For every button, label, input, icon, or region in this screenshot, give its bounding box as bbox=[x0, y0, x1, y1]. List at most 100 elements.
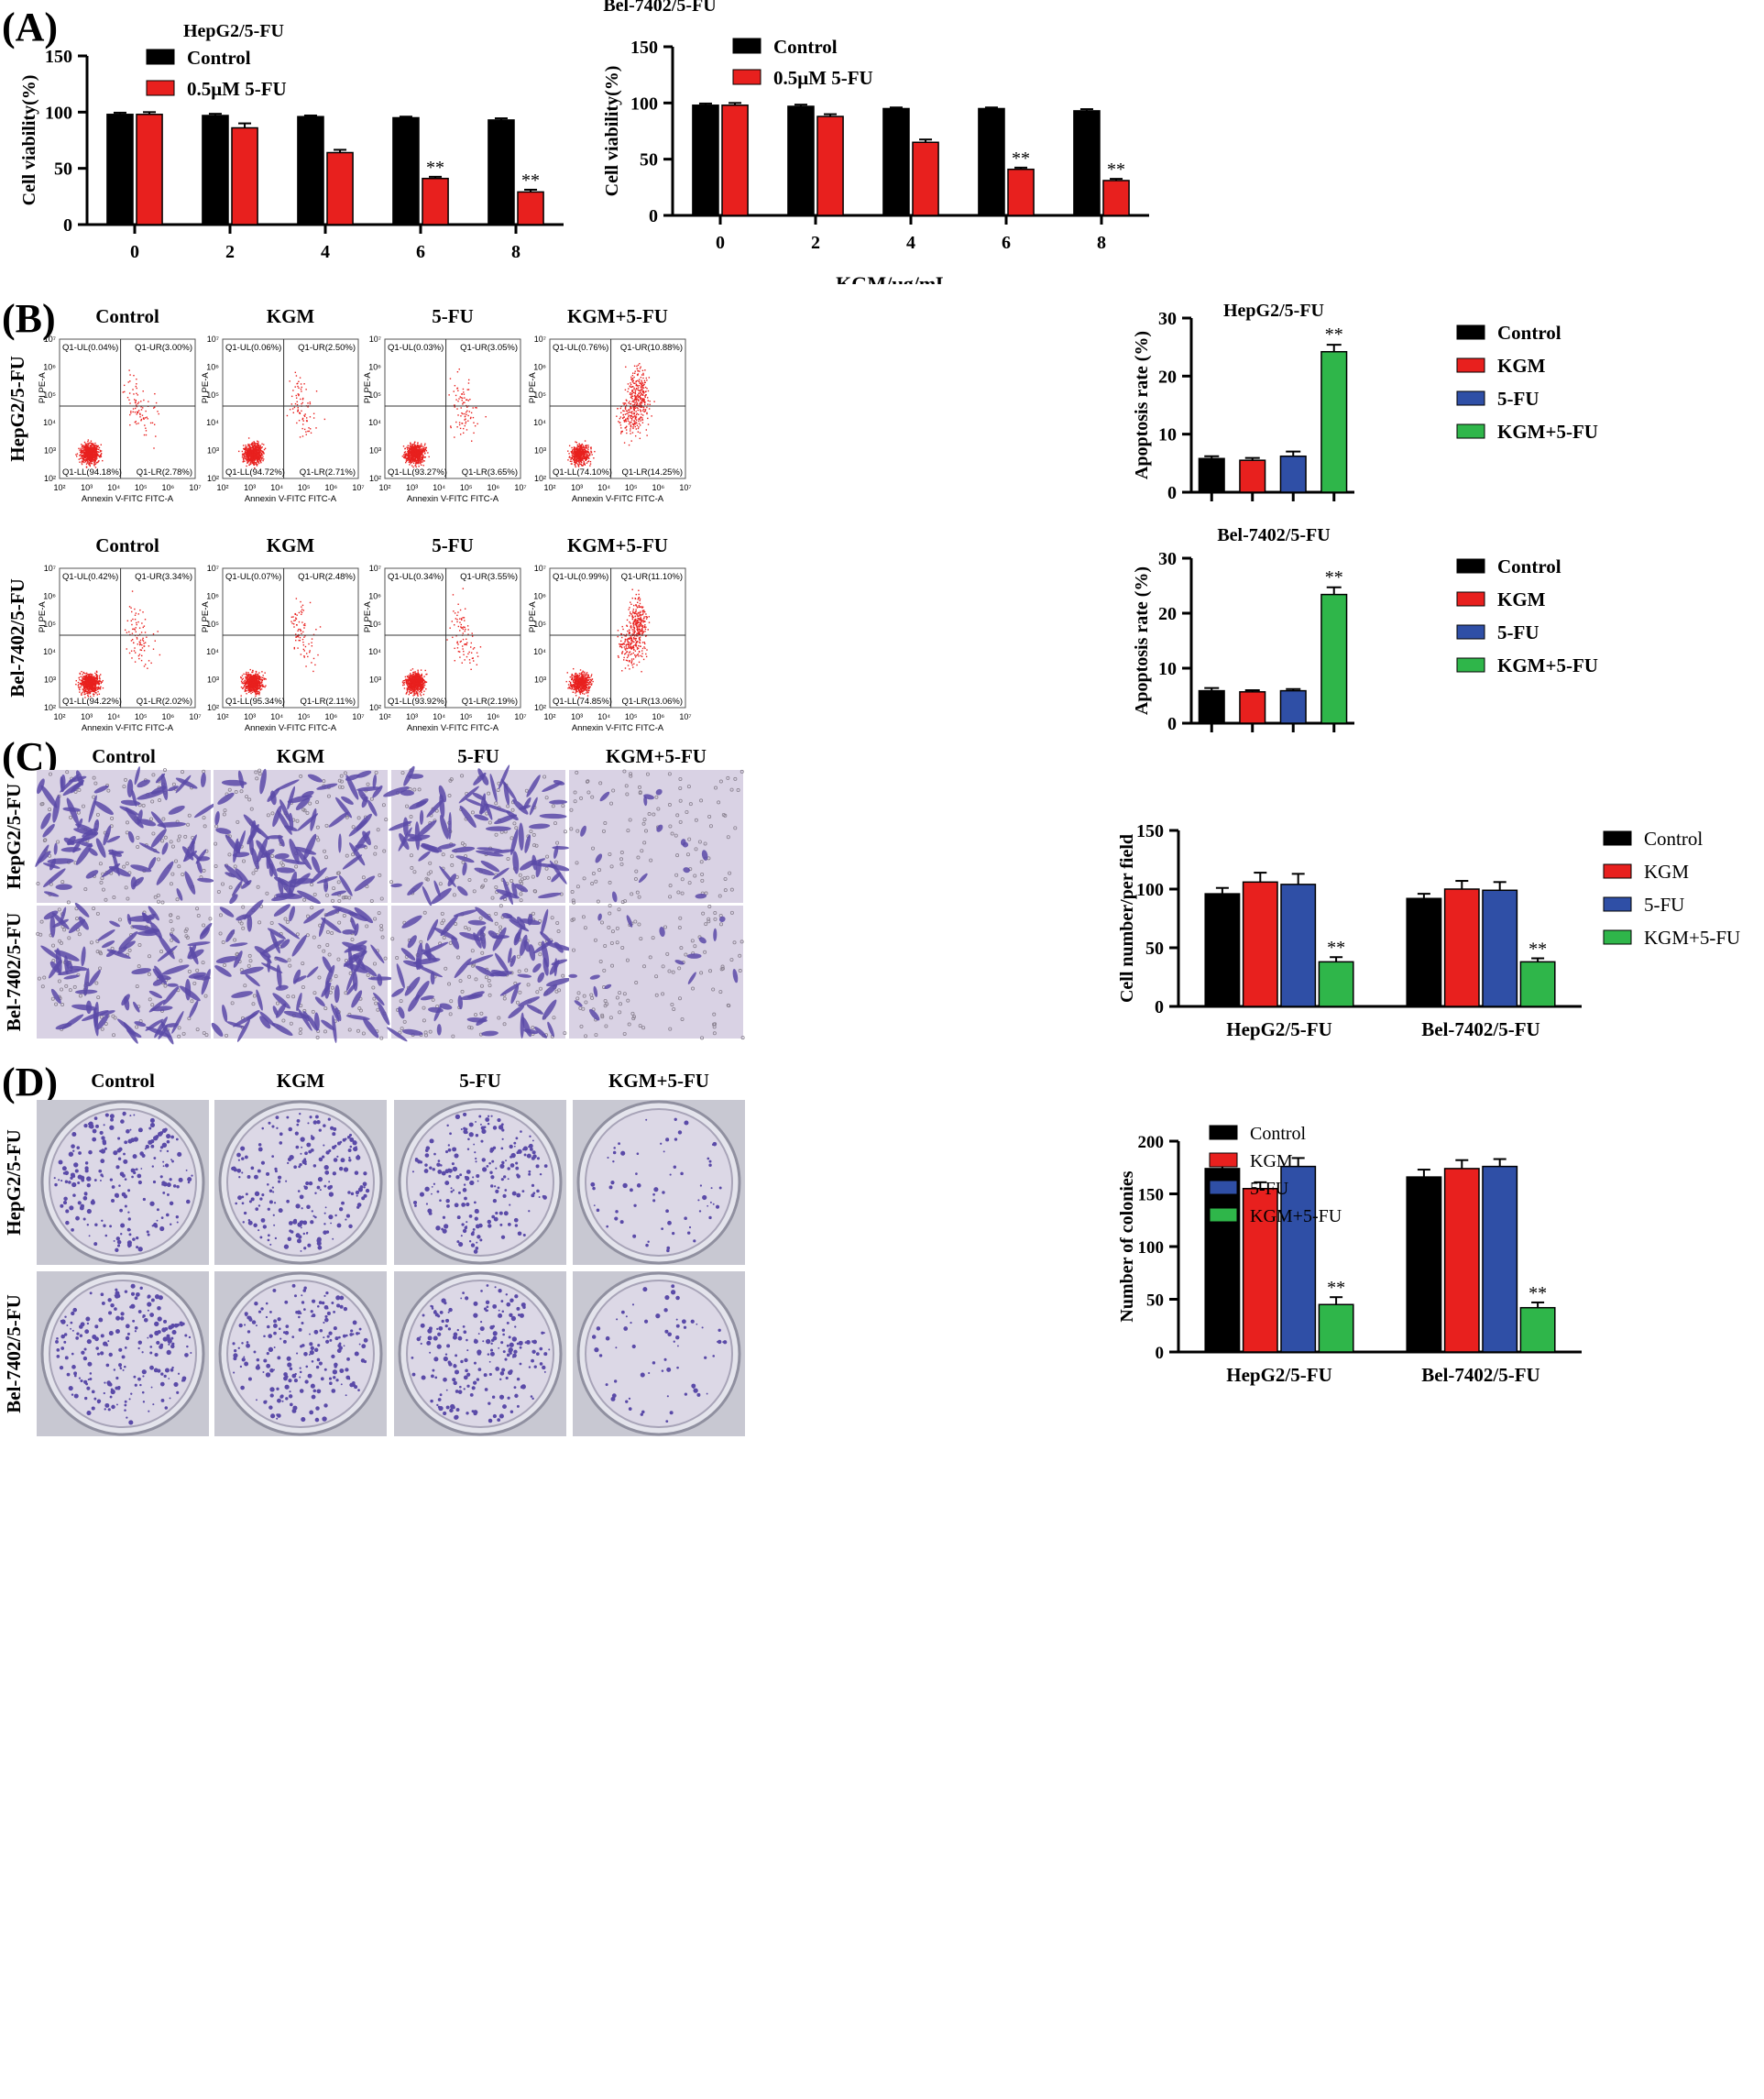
flow-dot bbox=[638, 420, 640, 423]
flow-dot bbox=[630, 417, 631, 419]
flow-dot bbox=[309, 401, 312, 403]
flow-dot bbox=[244, 453, 246, 455]
flow-dot bbox=[424, 448, 427, 451]
flow-dot bbox=[642, 374, 644, 376]
flow-x-tick: 10⁴ bbox=[270, 483, 283, 492]
flow-dot bbox=[584, 454, 586, 456]
flow-dot bbox=[255, 691, 257, 694]
flow-dot bbox=[261, 671, 263, 673]
flow-dot bbox=[250, 674, 252, 676]
flow-dot bbox=[639, 418, 641, 421]
flow-dot bbox=[636, 402, 638, 405]
flow-dot bbox=[420, 455, 422, 456]
flow-dot bbox=[406, 457, 409, 460]
flow-dot bbox=[408, 451, 410, 453]
flow-dot bbox=[257, 459, 259, 461]
flow-dot bbox=[572, 453, 575, 455]
flow-dot bbox=[422, 465, 424, 467]
flow-dot bbox=[146, 636, 148, 638]
flow-dot bbox=[581, 456, 584, 458]
flow-dot bbox=[88, 687, 91, 689]
flow-col-title: 5-FU bbox=[432, 534, 474, 556]
flow-dot bbox=[622, 402, 624, 404]
flow-dot bbox=[253, 452, 255, 454]
flow-dot bbox=[298, 387, 300, 390]
flow-dot bbox=[154, 640, 156, 642]
flow-dot bbox=[408, 447, 411, 449]
flow-dot bbox=[84, 682, 87, 685]
flow-dot bbox=[422, 447, 424, 449]
flow-dot bbox=[82, 690, 84, 692]
flow-dot bbox=[91, 687, 93, 690]
flow-dot bbox=[89, 448, 91, 450]
flow-dot bbox=[261, 446, 263, 448]
flow-dot bbox=[255, 677, 257, 679]
flow-y-tick: 10⁶ bbox=[368, 362, 381, 371]
flow-dot bbox=[259, 454, 261, 456]
flow-x-tick: 10² bbox=[378, 483, 390, 492]
flow-dot bbox=[86, 459, 89, 461]
panel-label-b: (B) bbox=[2, 296, 56, 341]
flow-dot bbox=[94, 442, 96, 445]
bar-control bbox=[106, 114, 134, 225]
flow-dot bbox=[260, 457, 263, 459]
flow-dot bbox=[255, 687, 257, 689]
flow-dot bbox=[249, 690, 251, 693]
flow-dot bbox=[456, 647, 459, 649]
flow-dot bbox=[253, 688, 255, 690]
flow-dot bbox=[640, 404, 641, 406]
flow-dot bbox=[637, 379, 639, 382]
flow-dot bbox=[417, 671, 419, 673]
flow-dot bbox=[414, 456, 417, 458]
flow-y-tick: 10⁴ bbox=[533, 418, 546, 427]
flow-dot bbox=[258, 447, 261, 450]
flow-dot bbox=[572, 454, 574, 456]
flow-dot bbox=[82, 460, 84, 462]
flow-dot bbox=[459, 618, 461, 620]
flow-dot bbox=[628, 423, 630, 425]
flow-dot bbox=[634, 434, 637, 437]
flow-dot bbox=[88, 693, 90, 695]
flow-dot bbox=[412, 459, 415, 461]
flow-dot bbox=[572, 450, 574, 453]
flow-dot bbox=[251, 459, 254, 462]
flow-dot bbox=[631, 432, 634, 434]
flow-dot bbox=[641, 387, 643, 389]
flow-dot bbox=[463, 626, 465, 628]
flow-dot bbox=[582, 450, 584, 453]
flow-dot bbox=[135, 401, 137, 404]
flow-dot bbox=[583, 445, 585, 448]
flow-dot bbox=[96, 454, 98, 456]
flow-dot bbox=[415, 688, 417, 690]
flow-dot bbox=[251, 457, 254, 460]
flow-dot bbox=[631, 378, 634, 379]
flow-dot bbox=[82, 672, 85, 674]
flow-dot bbox=[87, 439, 90, 441]
flow-dot bbox=[409, 690, 411, 693]
flow-dot bbox=[578, 455, 580, 456]
flow-dot bbox=[257, 687, 259, 688]
flow-dot bbox=[582, 465, 584, 467]
flow-dot bbox=[258, 692, 261, 694]
flow-dot bbox=[248, 448, 250, 450]
flow-dot bbox=[307, 406, 309, 408]
flow-dot bbox=[136, 392, 137, 394]
flow-dot bbox=[135, 385, 137, 388]
flow-dot bbox=[413, 442, 416, 444]
flow-dot bbox=[293, 646, 295, 649]
flow-dot bbox=[84, 685, 86, 687]
flow-y-tick: 10⁷ bbox=[44, 335, 56, 344]
flow-dot bbox=[81, 452, 82, 455]
flow-dot bbox=[630, 376, 632, 379]
flow-dot bbox=[402, 445, 405, 447]
flow-dot bbox=[573, 448, 575, 450]
quadrant-ll: Q1-LL(94.72%) bbox=[225, 467, 285, 478]
flow-x-tick: 10⁵ bbox=[298, 712, 311, 721]
flow-dot bbox=[75, 679, 77, 682]
flow-dot bbox=[245, 676, 247, 678]
quadrant-ll: Q1-LL(93.27%) bbox=[388, 467, 447, 478]
flow-dot bbox=[419, 460, 422, 462]
flow-dot bbox=[620, 431, 622, 433]
flow-dot bbox=[250, 459, 253, 462]
flow-x-tick: 10⁴ bbox=[433, 483, 445, 492]
